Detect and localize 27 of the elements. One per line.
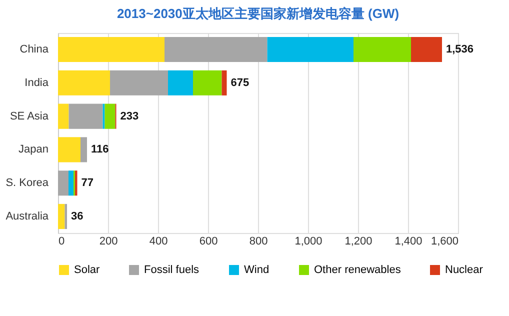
x-tick-label: 200	[99, 236, 118, 248]
y-tick-label: Japan	[18, 144, 48, 156]
total-label: 233	[120, 110, 139, 122]
x-tick-label: 600	[199, 236, 218, 248]
y-tick-label: Australia	[6, 210, 50, 222]
y-tick-label: India	[24, 76, 50, 89]
total-label: 116	[91, 144, 109, 156]
total-label: 675	[230, 76, 250, 89]
x-tick-label: 800	[249, 236, 268, 248]
x-tick-label: 1,400	[394, 236, 422, 248]
y-tick-label: SE Asia	[10, 110, 50, 122]
legend-label: Fossil fuels	[144, 264, 200, 276]
x-tick-label: 0	[58, 236, 65, 248]
y-tick-label: S. Korea	[6, 177, 50, 190]
chart-title: 2013~2030亚太地区主要国家新增发电容量 (GW)	[116, 6, 400, 21]
x-tick-label: 1,000	[294, 236, 322, 248]
total-label: 1,536	[446, 44, 474, 56]
legend-label: Wind	[244, 264, 270, 276]
x-tick-label: 1,200	[344, 236, 372, 248]
legend-label: Other renewables	[314, 264, 402, 276]
x-tick-label: 1,600	[430, 236, 458, 248]
total-label: 77	[81, 177, 94, 190]
legend-label: Solar	[74, 264, 100, 276]
legend-label: Nuclear	[445, 264, 484, 276]
total-label: 36	[71, 210, 84, 222]
y-tick-label: China	[20, 44, 50, 56]
x-tick-label: 400	[149, 236, 168, 248]
